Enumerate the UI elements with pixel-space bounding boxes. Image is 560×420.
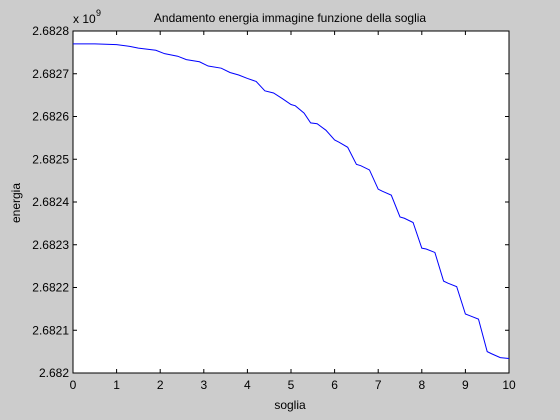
x-axis-label: soglia [274, 398, 306, 412]
y-tick-label: 2.6828 [32, 24, 69, 38]
y-tick-label: 2.6826 [32, 110, 69, 124]
y-tick-label: 2.6822 [32, 281, 69, 295]
y-tick-label: 2.682 [39, 366, 69, 380]
energy-line [73, 43, 510, 359]
y-tick-label: 2.6825 [32, 152, 69, 166]
x-tick-label: 4 [244, 378, 251, 392]
y-axis-ticks: 2.682 2.6821 2.6822 2.6823 2.6824 2.6825 2.682… [32, 24, 509, 380]
x-tick-label: 8 [418, 378, 425, 392]
y-axis-label: energia [9, 183, 23, 223]
chart-title: Andamento energia immagine funzione dell… [154, 11, 427, 25]
x-tick-label: 7 [375, 378, 382, 392]
y-tick-label: 2.6827 [32, 67, 69, 81]
x-tick-label: 3 [200, 378, 207, 392]
plot-area [72, 30, 510, 374]
x-tick-label: 10 [502, 378, 516, 392]
x-tick-label: 6 [331, 378, 338, 392]
x-tick-label: 2 [157, 378, 164, 392]
y-tick-label: 2.6824 [32, 195, 69, 209]
y-multiplier: x 10 [73, 12, 96, 26]
y-multiplier-exponent: 9 [96, 8, 101, 18]
y-tick-label: 2.6821 [32, 323, 69, 337]
x-tick-label: 1 [113, 378, 120, 392]
x-tick-label: 5 [288, 378, 295, 392]
x-tick-label: 9 [462, 378, 469, 392]
x-tick-label: 0 [70, 378, 77, 392]
x-axis-ticks: 0 1 2 3 4 5 6 7 8 9 10 [70, 31, 516, 392]
y-tick-label: 2.6823 [32, 238, 69, 252]
